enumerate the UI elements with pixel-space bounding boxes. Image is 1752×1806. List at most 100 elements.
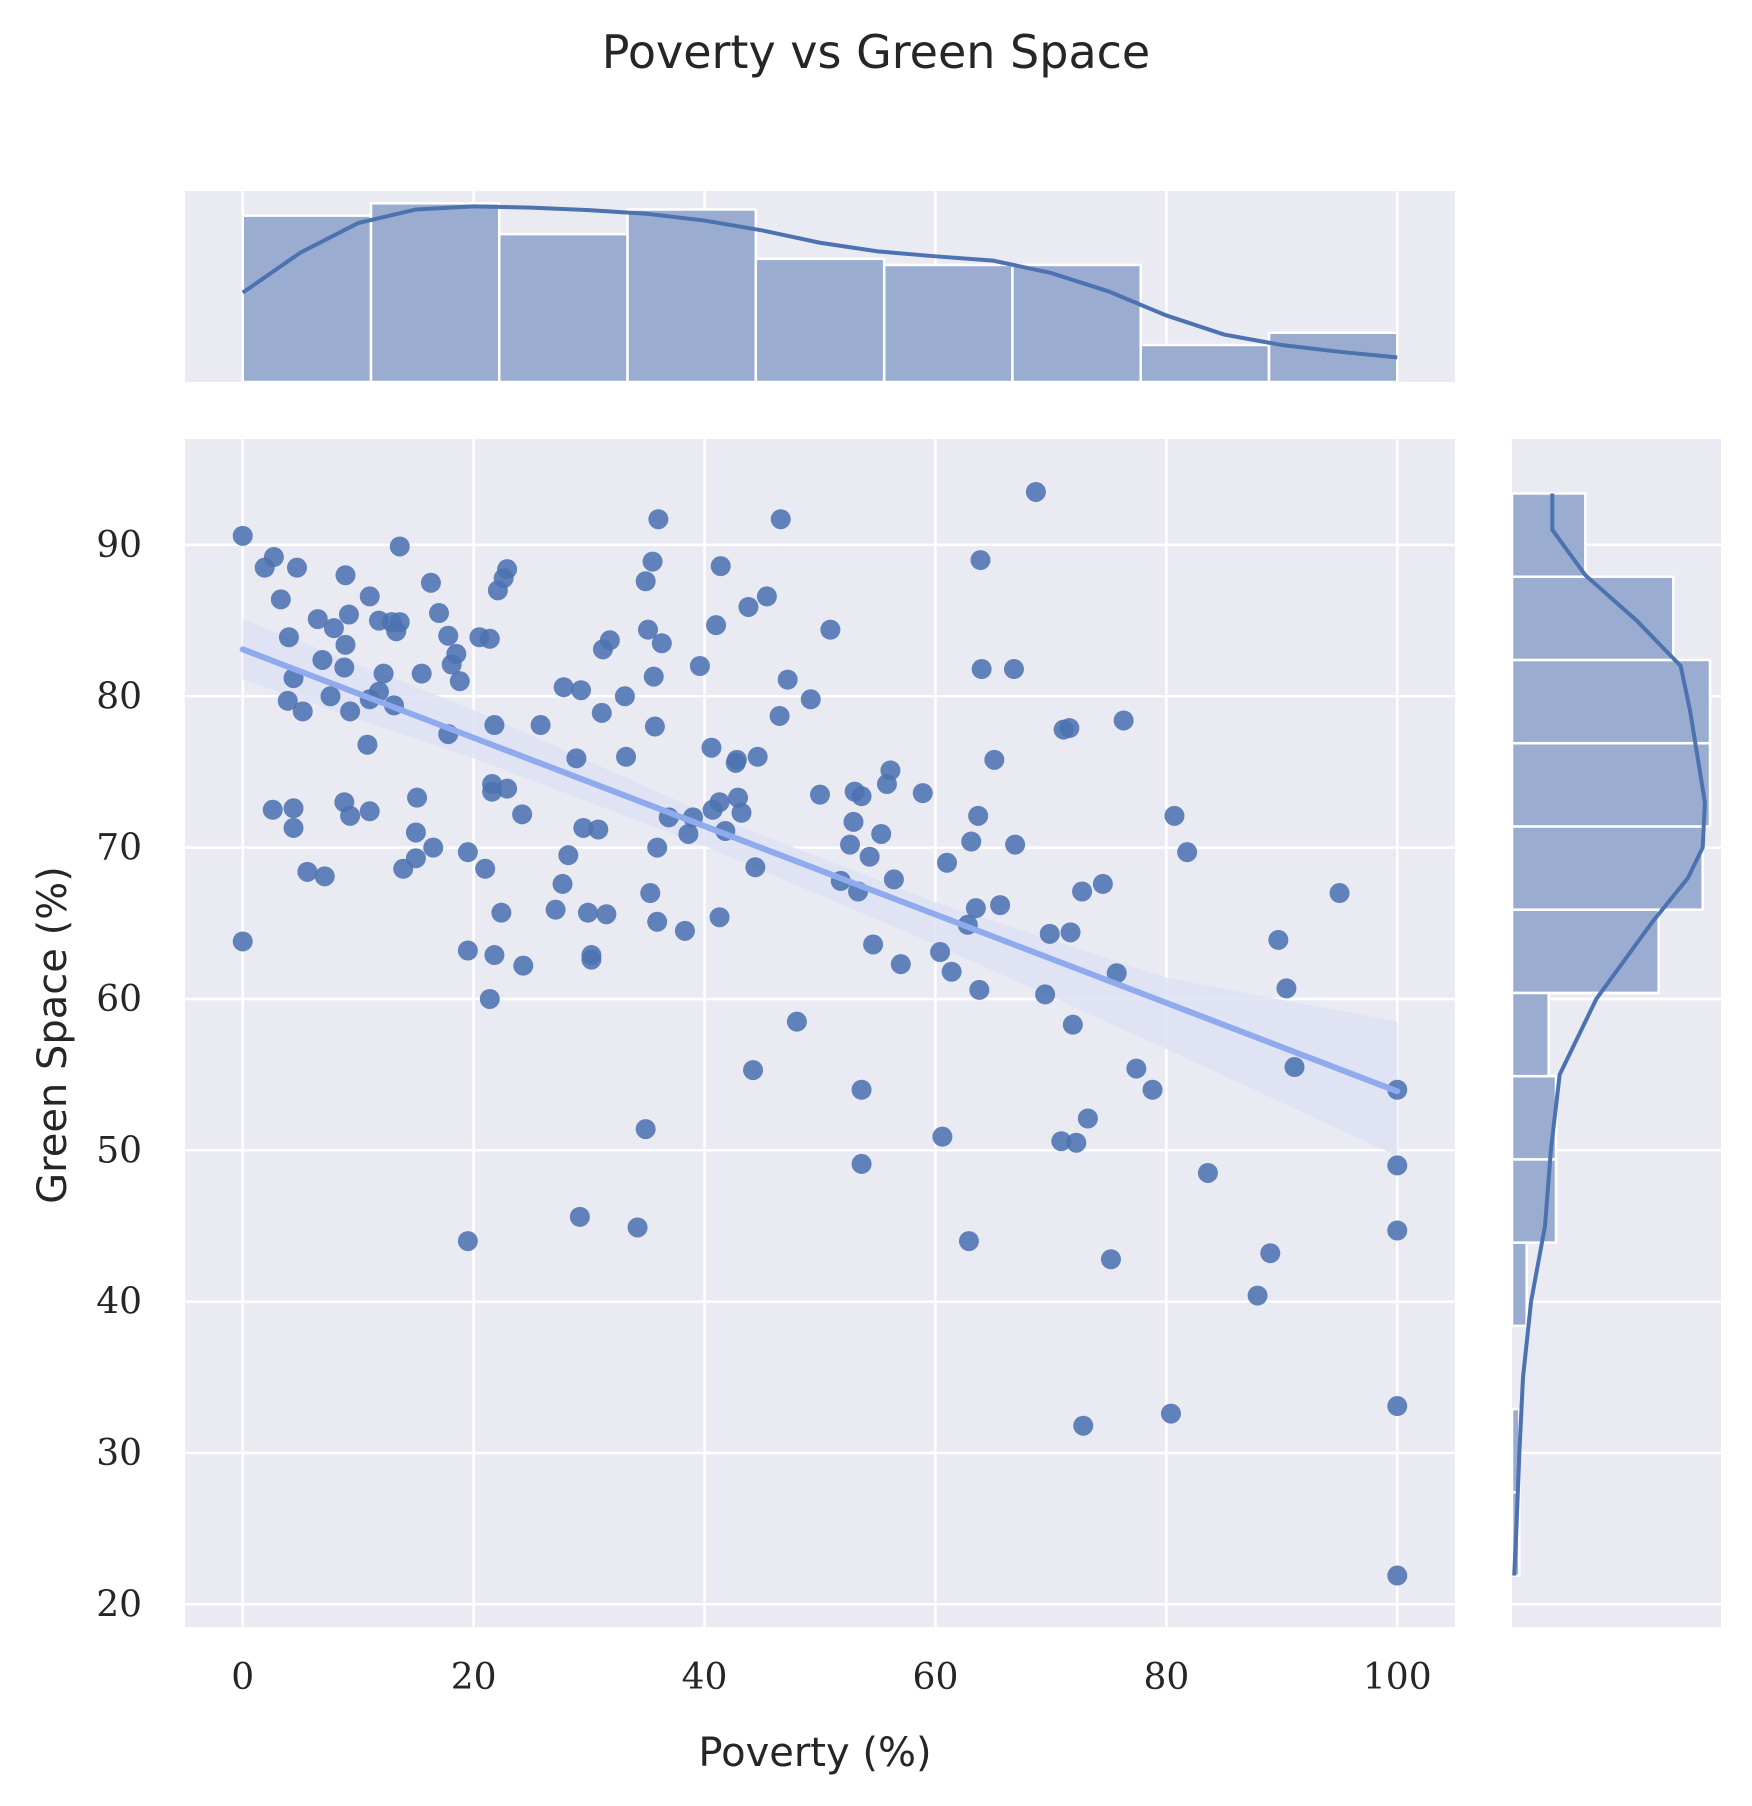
scatter-point	[491, 902, 512, 923]
right-hist-bar	[1510, 825, 1704, 911]
scatter-point	[743, 1060, 764, 1081]
scatter-point	[1387, 1565, 1408, 1586]
scatter-point	[407, 787, 428, 808]
scatter-point	[1177, 842, 1198, 863]
top-marginal-kde	[241, 204, 1398, 360]
right-hist-bar	[1510, 1074, 1558, 1161]
scatter-point	[232, 525, 253, 546]
scatter-point	[497, 559, 518, 580]
scatter-point	[941, 961, 962, 982]
scatter-point	[420, 572, 441, 593]
scatter-point	[851, 1079, 872, 1100]
scatter-point	[335, 634, 356, 655]
scatter-point	[277, 690, 298, 711]
scatter-point	[232, 931, 253, 952]
scatter-point	[1092, 873, 1113, 894]
x-tick-label: 20	[451, 1657, 497, 1698]
regression-line	[239, 646, 1401, 1095]
scatter-point	[569, 1206, 590, 1227]
scatter-point	[405, 848, 426, 869]
scatter-point	[1100, 1249, 1121, 1270]
scatter-point	[479, 988, 500, 1009]
top-hist-bar	[1011, 263, 1142, 384]
right-hist-bar	[1510, 492, 1587, 578]
scatter-point	[1164, 805, 1185, 826]
scatter-point	[497, 778, 518, 799]
scatter-point	[640, 883, 661, 904]
y-tick-label: 80	[96, 676, 142, 717]
x-tick-labels: 0 20 40 60 80 100	[231, 1657, 1431, 1698]
scatter-point	[1197, 1162, 1218, 1183]
scatter-point	[635, 571, 656, 592]
right-hist-bar	[1510, 908, 1660, 995]
scatter-point	[297, 861, 318, 882]
scatter-point	[411, 663, 432, 684]
scatter-point	[389, 536, 410, 557]
scatter-point	[731, 802, 752, 823]
top-hist-bar	[369, 202, 501, 384]
confidence-band-layer	[242, 619, 1398, 1157]
scatter-point	[937, 852, 957, 873]
scatter-point	[990, 895, 1011, 916]
scatter-point	[263, 547, 284, 568]
scatter-point	[863, 934, 884, 955]
top-marginal-histogram	[241, 202, 1399, 384]
scatter-point	[912, 783, 933, 804]
scatter-point	[573, 817, 594, 838]
scatter-point	[637, 619, 658, 640]
scatter-point	[1066, 1132, 1087, 1153]
scatter-point	[651, 633, 672, 654]
scatter-point	[283, 798, 304, 819]
scatter-point	[644, 716, 665, 737]
scatter-point	[647, 911, 668, 932]
scatter-point	[599, 630, 620, 651]
y-tick-label: 30	[96, 1433, 142, 1474]
scatter-point	[747, 746, 768, 767]
y-axis-label: Green Space (%)	[30, 866, 76, 1204]
scatter-point	[292, 701, 313, 722]
scatter-point	[338, 604, 359, 625]
right-hist-bar	[1510, 1241, 1528, 1328]
scatter-point	[1062, 1014, 1083, 1035]
scatter-point	[635, 1119, 656, 1140]
scatter-point	[883, 869, 904, 890]
scatter-point	[777, 669, 798, 690]
scatter-point	[930, 942, 951, 963]
top-hist-bar	[241, 214, 373, 384]
scatter-point	[961, 831, 982, 852]
right-marginal-histogram	[1510, 492, 1712, 1577]
scatter-point	[323, 618, 344, 639]
scatter-point	[457, 940, 478, 961]
scatter-point	[738, 596, 759, 617]
scatter-point	[446, 643, 467, 664]
scatter-point	[1051, 1131, 1072, 1152]
scatter-point	[1005, 834, 1026, 855]
scatter-point	[334, 657, 355, 678]
right-marginal-kde	[1512, 493, 1707, 1576]
scatter-point	[553, 677, 574, 698]
y-tick-label: 20	[96, 1584, 142, 1625]
scatter-point	[405, 822, 426, 843]
scatter-point	[701, 737, 722, 758]
confidence-band	[242, 619, 1398, 1157]
top-hist-bar	[1139, 343, 1271, 384]
scatter-point	[769, 705, 790, 726]
scatter-point	[335, 565, 356, 586]
scatter-point	[513, 955, 534, 976]
y-tick-labels: 20 30 40 50 60 70 80 90	[96, 525, 142, 1625]
scatter-point	[340, 805, 361, 826]
x-tick-label: 0	[231, 1657, 254, 1698]
scatter-point	[706, 615, 727, 636]
x-axis-label: Poverty (%)	[698, 1730, 931, 1776]
scatter-point	[880, 760, 901, 781]
scatter-point	[745, 857, 766, 878]
right-hist-bar	[1510, 741, 1712, 828]
scatter-point	[851, 1153, 872, 1174]
scatter-point	[820, 619, 841, 640]
scatter-point	[571, 680, 592, 701]
scatter-point	[566, 748, 587, 769]
scatter-point	[270, 589, 291, 610]
scatter-point	[482, 781, 503, 802]
scatter-point	[1260, 1243, 1281, 1264]
scatter-point	[770, 509, 791, 530]
